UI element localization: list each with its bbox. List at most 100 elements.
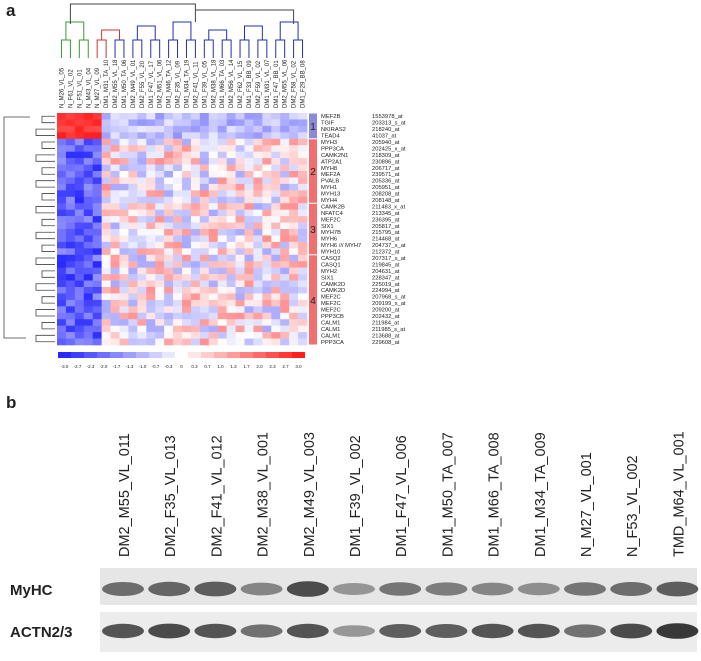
scale-swatch xyxy=(266,352,279,358)
heatmap-cell xyxy=(217,287,227,294)
heatmap-cell xyxy=(57,209,67,217)
row-label: MyHC xyxy=(10,582,53,599)
heatmap-cell xyxy=(101,241,111,249)
heatmap-cell xyxy=(74,177,85,185)
heatmap-cell xyxy=(271,158,281,165)
gene-label: MEF2A xyxy=(321,172,340,178)
heatmap-cell xyxy=(119,113,129,120)
heatmap-cell xyxy=(289,190,299,198)
heatmap-cell xyxy=(244,299,254,307)
heatmap-cell xyxy=(155,177,165,185)
heatmap-cell xyxy=(217,222,227,230)
heatmap-cell xyxy=(65,274,76,281)
heatmap-cell xyxy=(83,338,94,346)
heatmap-cell xyxy=(199,312,210,320)
heatmap-cell xyxy=(57,145,67,152)
heatmap-cell xyxy=(119,196,129,204)
heatmap-cell xyxy=(289,332,299,339)
heatmap-cell xyxy=(164,209,174,217)
heatmap-cell xyxy=(262,267,272,275)
heatmap-cell xyxy=(182,113,192,120)
heatmap-cell xyxy=(57,261,67,268)
scale-swatch xyxy=(201,352,214,358)
scale-swatch xyxy=(175,352,188,358)
lane-label: DM2_M38_VL_001 xyxy=(256,432,272,557)
heatmap-cell xyxy=(137,216,147,223)
heatmap-cell xyxy=(199,138,210,146)
heatmap-cell xyxy=(164,312,174,320)
heatmap-cell xyxy=(298,113,308,120)
heatmap-cell xyxy=(65,119,76,127)
heatmap-cell xyxy=(217,183,227,191)
heatmap-cell xyxy=(74,261,85,268)
heatmap-cell xyxy=(182,267,192,275)
column-label: DM2_F59_VL_02 xyxy=(256,60,262,108)
heatmap-cell xyxy=(182,241,192,249)
probe-label: 207968_s_at xyxy=(372,295,406,301)
heatmap-cell xyxy=(155,280,165,288)
heatmap-cell xyxy=(190,177,201,185)
blot-band xyxy=(194,623,237,639)
heatmap-cell xyxy=(199,171,210,178)
heatmap-cell xyxy=(65,229,76,236)
heatmap-cell xyxy=(190,209,201,217)
scale-label: 0.3 xyxy=(191,364,198,369)
blot-band xyxy=(379,624,422,638)
heatmap-cell xyxy=(173,287,183,294)
heatmap-cell xyxy=(226,145,236,152)
gene-label: CAMK2D xyxy=(321,288,345,294)
heatmap-cell xyxy=(137,177,147,185)
probe-label: 208148_at xyxy=(372,198,400,204)
gene-label: CALM1 xyxy=(321,333,340,339)
heatmap-cell xyxy=(173,299,183,307)
heatmap-cell xyxy=(74,216,85,223)
heatmap-cell xyxy=(119,183,129,191)
heatmap-cell xyxy=(271,125,281,133)
cluster-label: 4 xyxy=(310,296,316,307)
heatmap-cell xyxy=(298,261,308,268)
heatmap-cell xyxy=(83,319,94,326)
heatmap-cell xyxy=(199,338,210,346)
heatmap-cell xyxy=(119,164,129,172)
heatmap-cell xyxy=(244,261,254,268)
heatmap-cell xyxy=(199,196,210,204)
heatmap-cell xyxy=(182,332,192,339)
heatmap-cell xyxy=(146,190,156,198)
heatmap-cell xyxy=(253,119,263,127)
heatmap-cell xyxy=(244,177,254,185)
heatmap-cell xyxy=(226,319,236,326)
heatmap-cell xyxy=(110,151,120,159)
heatmap-cell xyxy=(217,151,227,159)
heatmap-cell xyxy=(244,319,254,326)
heatmap-cell xyxy=(217,306,227,314)
heatmap-cell xyxy=(101,319,111,326)
heatmap-cell xyxy=(164,325,174,333)
heatmap-cell xyxy=(217,196,227,204)
heatmap-cell xyxy=(298,280,308,288)
heatmap-cell xyxy=(101,306,111,314)
heatmap-cell xyxy=(173,248,183,256)
heatmap-cell xyxy=(190,261,201,268)
heatmap-cell xyxy=(83,306,94,314)
heatmap-cell xyxy=(119,190,129,198)
blot-band xyxy=(286,623,329,639)
gene-label: MYH13 xyxy=(321,192,340,198)
heatmap-cell xyxy=(253,138,263,146)
heatmap-cell xyxy=(262,229,272,236)
heatmap-cell xyxy=(280,261,290,268)
heatmap-cell xyxy=(164,248,174,256)
heatmap-cell xyxy=(110,196,120,204)
heatmap-cell xyxy=(110,241,120,249)
heatmap-cell xyxy=(92,158,102,165)
heatmap-cell xyxy=(271,196,281,204)
heatmap-cell xyxy=(65,261,76,268)
heatmap-cell xyxy=(155,312,165,320)
heatmap-cell xyxy=(244,158,254,165)
heatmap-cell xyxy=(146,151,156,159)
heatmap-cell xyxy=(92,196,102,204)
heatmap-cell xyxy=(101,183,111,191)
heatmap-cell xyxy=(146,312,156,320)
heatmap-cell xyxy=(110,293,120,301)
heatmap-cell xyxy=(164,267,174,275)
blot-band xyxy=(610,582,653,596)
